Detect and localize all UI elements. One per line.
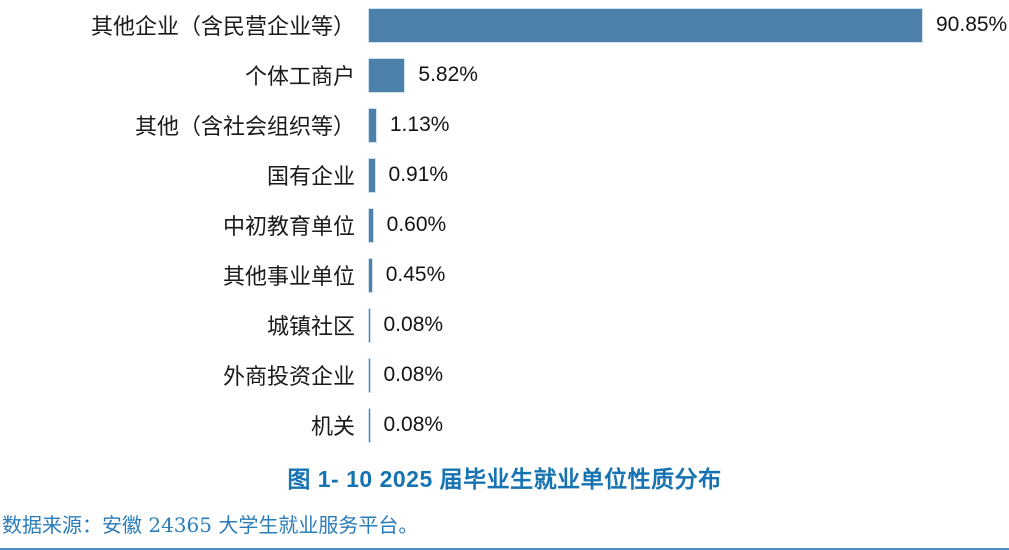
value-label: 0.08% (383, 413, 444, 436)
value-label: 5.82% (418, 63, 478, 86)
value-label: 90.85% (936, 13, 1008, 36)
value-label: 0.60% (386, 213, 447, 236)
chart-row: 个体工商户 5.82% (0, 50, 1009, 100)
chart-row: 国有企业 0.91% (0, 150, 1009, 200)
category-label: 其他（含社会组织等） (134, 115, 355, 140)
category-label: 其他事业单位 (222, 265, 355, 290)
bar (368, 57, 406, 93)
category-label: 机关 (310, 415, 355, 440)
bar (368, 207, 374, 243)
chart-row: 外商投资企业 0.08% (0, 350, 1009, 400)
value-label: 0.08% (383, 313, 444, 336)
bar (368, 257, 373, 293)
chart-row: 城镇社区 0.08% (0, 300, 1009, 350)
category-label: 中初教育单位 (222, 215, 355, 240)
category-label: 外商投资企业 (222, 365, 355, 390)
chart-row: 中初教育单位 0.60% (0, 200, 1009, 250)
value-label: 0.91% (388, 163, 449, 186)
bar (368, 157, 376, 193)
chart-row: 机关 0.08% (0, 400, 1009, 450)
category-label: 个体工商户 (244, 65, 355, 90)
bar (368, 107, 377, 143)
value-label: 0.08% (383, 363, 444, 386)
category-label: 国有企业 (266, 165, 355, 190)
chart-row: 其他（含社会组织等） 1.13% (0, 100, 1009, 150)
source-note: 数据来源：安徽 24365 大学生就业服务平台。 (2, 513, 419, 537)
chart-row: 其他事业单位 0.45% (0, 250, 1009, 300)
category-label: 其他企业（含民营企业等） (90, 15, 355, 40)
chart-rows: 其他企业（含民营企业等） 90.85% 个体工商户 5.82% 其他（含社会组织等） 1.… (0, 0, 1009, 450)
chart-title: 图 1- 10 2025 届毕业生就业单位性质分布 (287, 466, 722, 492)
chart-row: 其他企业（含民营企业等） 90.85% (0, 0, 1009, 50)
value-label: 0.45% (385, 263, 446, 286)
value-label: 1.13% (389, 113, 450, 136)
bottom-divider (0, 548, 1009, 550)
bar (368, 7, 923, 43)
bar (368, 307, 371, 343)
bar (368, 357, 371, 393)
category-label: 城镇社区 (266, 315, 355, 340)
bar (368, 407, 371, 443)
